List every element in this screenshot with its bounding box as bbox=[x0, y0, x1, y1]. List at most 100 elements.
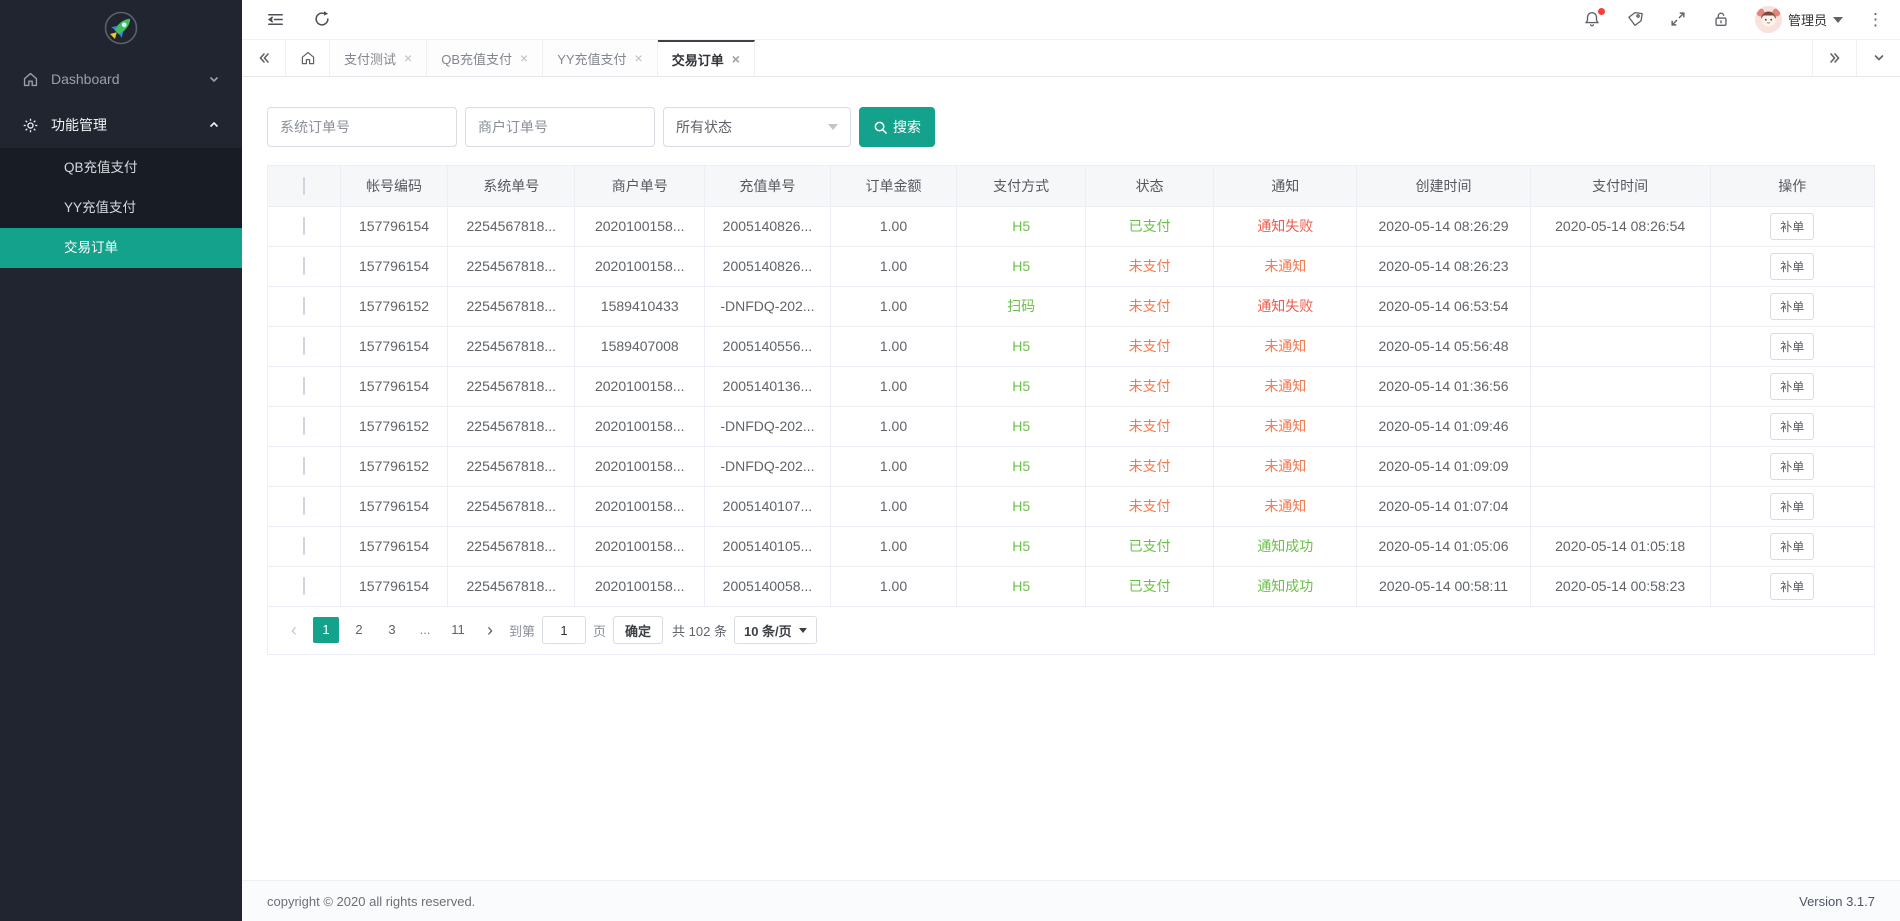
notify-cell: 通知成功 bbox=[1213, 526, 1358, 567]
pagination: ‹ 1 2 3... 11 › 到第 页 确定 共 102 条 10 条/页 bbox=[268, 607, 1874, 654]
reissue-button[interactable]: 补单 bbox=[1770, 532, 1815, 560]
row-checkbox[interactable] bbox=[302, 377, 305, 395]
page-ellipsis: ... bbox=[419, 622, 431, 637]
tab-item[interactable]: 交易订单 × bbox=[657, 40, 755, 76]
system-order-input[interactable] bbox=[267, 107, 457, 147]
sidebar-item-dashboard[interactable]: Dashboard bbox=[0, 56, 242, 102]
row-checkbox[interactable] bbox=[302, 577, 305, 595]
merchant-order-cell: 2020100158... bbox=[574, 446, 706, 487]
tab-close-icon[interactable]: × bbox=[731, 51, 740, 67]
bell-icon[interactable] bbox=[1583, 8, 1605, 29]
select-all-checkbox[interactable] bbox=[302, 176, 305, 195]
reissue-button[interactable]: 补单 bbox=[1770, 412, 1815, 440]
search-button[interactable]: 搜索 bbox=[859, 107, 935, 147]
status-cell: 已支付 bbox=[1085, 566, 1215, 607]
sidebar-submenu-item[interactable]: QB充值支付 bbox=[64, 160, 138, 175]
tab-item[interactable]: YY充值支付 × bbox=[543, 40, 658, 76]
page-number-button[interactable]: 1 bbox=[313, 617, 339, 643]
reissue-button[interactable]: 补单 bbox=[1770, 452, 1815, 480]
system-order-cell: 2254567818... bbox=[447, 486, 576, 527]
collapse-menu-icon[interactable] bbox=[266, 10, 285, 29]
status-select[interactable]: 所有状态 bbox=[663, 107, 851, 147]
reissue-button[interactable]: 补单 bbox=[1770, 252, 1815, 280]
row-checkbox-cell bbox=[268, 326, 341, 367]
logo[interactable] bbox=[0, 0, 242, 56]
table-header: 帐号编码 系统单号 商户单号 充值单号 订单金额 支付方式 状态 通知 创建时间 支付时间 操作 bbox=[268, 166, 1874, 207]
search-button-label: 搜索 bbox=[893, 119, 921, 135]
recharge-order-cell: 2005140826... bbox=[704, 206, 831, 247]
row-checkbox-cell bbox=[268, 366, 341, 407]
action-cell: 补单 bbox=[1710, 486, 1874, 527]
row-checkbox[interactable] bbox=[302, 417, 305, 435]
system-order-cell: 2254567818... bbox=[447, 566, 576, 607]
next-page-button[interactable]: › bbox=[487, 620, 493, 640]
row-checkbox[interactable] bbox=[302, 457, 305, 475]
tab-close-icon[interactable]: × bbox=[634, 50, 643, 66]
row-checkbox[interactable] bbox=[302, 217, 305, 235]
merchant-order-input[interactable] bbox=[465, 107, 655, 147]
sidebar-submenu-item[interactable]: YY充值支付 bbox=[64, 200, 137, 215]
reissue-button[interactable]: 补单 bbox=[1770, 332, 1815, 360]
sidebar-item-function-mgmt[interactable]: 功能管理 bbox=[0, 102, 242, 148]
reissue-button[interactable]: 补单 bbox=[1770, 572, 1815, 600]
tabs-scroll-right-button[interactable] bbox=[1812, 40, 1856, 76]
footer: copyright © 2020 all rights reserved. Ve… bbox=[242, 880, 1900, 921]
page-number-button[interactable]: 2 bbox=[355, 622, 363, 637]
tag-icon[interactable] bbox=[1626, 10, 1645, 29]
page-number-button[interactable]: 11 bbox=[451, 622, 465, 637]
goto-confirm-button[interactable]: 确定 bbox=[613, 616, 664, 644]
row-checkbox[interactable] bbox=[302, 297, 305, 315]
paid-time-cell bbox=[1530, 406, 1711, 447]
pay-method-cell: H5 bbox=[956, 326, 1086, 367]
tab-strip: 支付测试 × QB充值支付 × YY充值支付 × 交易订单 × bbox=[330, 40, 755, 76]
home-tab-button[interactable] bbox=[286, 40, 330, 76]
created-time-cell: 2020-05-14 05:56:48 bbox=[1356, 326, 1531, 367]
amount-cell: 1.00 bbox=[830, 366, 958, 407]
prev-page-button[interactable]: ‹ bbox=[291, 620, 297, 640]
paid-time-cell bbox=[1530, 486, 1711, 527]
account-cell: 157796154 bbox=[340, 246, 449, 287]
reissue-button[interactable]: 补单 bbox=[1770, 292, 1815, 320]
merchant-order-cell: 2020100158... bbox=[574, 366, 706, 407]
row-checkbox[interactable] bbox=[302, 497, 305, 515]
avatar bbox=[1754, 6, 1782, 33]
user-name: 管理员 bbox=[1787, 13, 1827, 28]
page-number-button[interactable]: 3 bbox=[388, 622, 396, 637]
row-checkbox[interactable] bbox=[302, 337, 305, 355]
kebab-icon[interactable]: ⋮ bbox=[1867, 10, 1884, 29]
column-header: 订单金额 bbox=[830, 166, 958, 207]
tab-item[interactable]: QB充值支付 × bbox=[427, 40, 544, 76]
tab-close-icon[interactable]: × bbox=[520, 50, 529, 66]
recharge-order-cell: 2005140826... bbox=[704, 246, 831, 287]
tabs-scroll-left-button[interactable] bbox=[242, 40, 286, 76]
account-cell: 157796152 bbox=[340, 286, 449, 327]
row-checkbox-cell bbox=[268, 566, 341, 607]
tabs-menu-button[interactable] bbox=[1856, 40, 1900, 76]
goto-page-input[interactable] bbox=[542, 616, 587, 644]
reissue-button[interactable]: 补单 bbox=[1770, 372, 1815, 400]
user-menu[interactable]: 管理员 bbox=[1754, 6, 1843, 33]
action-cell: 补单 bbox=[1710, 326, 1874, 367]
table-row: 157796154 2254567818... 2020100158... 20051… bbox=[268, 206, 1874, 247]
tab-item[interactable]: 支付测试 × bbox=[330, 40, 428, 76]
recharge-order-cell: 2005140556... bbox=[704, 326, 831, 367]
account-cell: 157796154 bbox=[340, 366, 449, 407]
reissue-button[interactable]: 补单 bbox=[1770, 212, 1815, 240]
column-header: 帐号编码 bbox=[340, 166, 449, 207]
sidebar-submenu-item[interactable]: 交易订单 bbox=[0, 228, 242, 268]
page-size-select[interactable]: 10 条/页 bbox=[733, 616, 817, 644]
row-checkbox[interactable] bbox=[302, 537, 305, 555]
tab-close-icon[interactable]: × bbox=[404, 50, 413, 66]
status-cell: 已支付 bbox=[1085, 206, 1215, 247]
fullscreen-icon[interactable] bbox=[1669, 10, 1688, 29]
lock-icon[interactable] bbox=[1712, 10, 1731, 29]
table-body: 157796154 2254567818... 2020100158... 20051… bbox=[268, 206, 1874, 607]
amount-cell: 1.00 bbox=[830, 566, 958, 607]
reissue-button[interactable]: 补单 bbox=[1770, 492, 1815, 520]
refresh-icon[interactable] bbox=[313, 10, 332, 29]
row-checkbox[interactable] bbox=[302, 257, 305, 275]
account-cell: 157796154 bbox=[340, 206, 449, 247]
paid-time-cell bbox=[1530, 366, 1711, 407]
main-column: 管理员 ⋮ 支付测试 × QB充值支付 × YY充值支付 × 交易订单 × bbox=[242, 0, 1900, 921]
